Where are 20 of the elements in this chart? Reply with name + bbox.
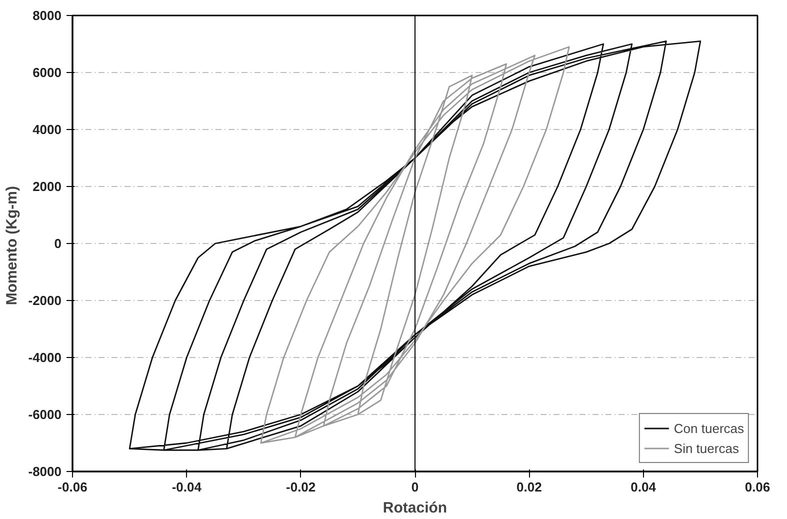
y-tick-label: -8000: [28, 464, 62, 479]
x-tick-label: 0.06: [744, 480, 770, 494]
y-tick-label: 2000: [32, 179, 62, 194]
legend-label: Sin tuercas: [674, 440, 739, 456]
y-tick-label: 0: [54, 236, 62, 251]
x-axis-title: Rotación: [382, 500, 448, 516]
y-tick-label: -6000: [28, 407, 62, 422]
y-tick-label: -2000: [28, 293, 62, 308]
x-tick-label: -0.06: [58, 480, 88, 494]
x-tick-label: 0.02: [516, 480, 542, 494]
x-tick-label: 0: [411, 480, 419, 494]
y-tick-label: -4000: [28, 350, 62, 365]
y-tick-label: 6000: [32, 65, 62, 80]
y-tick-label: 8000: [32, 8, 62, 23]
legend-label: Con tuercas: [674, 420, 744, 436]
y-tick-label: 4000: [32, 122, 62, 137]
y-axis-title: Momento (Kg-m): [3, 186, 20, 306]
x-tick-label: 0.04: [630, 480, 657, 494]
x-tick-label: -0.02: [286, 480, 316, 494]
x-tick-label: -0.04: [172, 480, 202, 494]
